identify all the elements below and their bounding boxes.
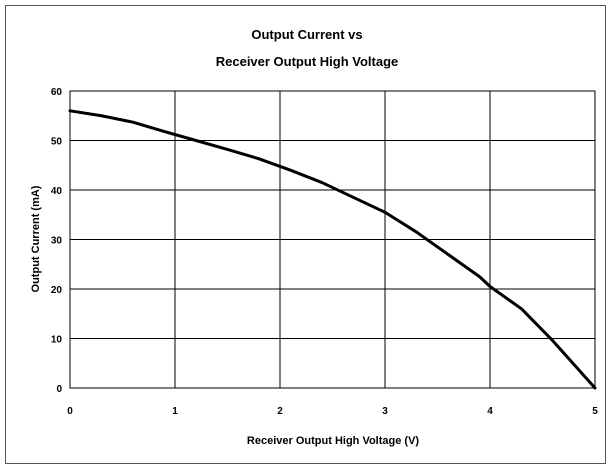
series-0-point-0 (68, 109, 72, 113)
series-0-point-10 (383, 211, 387, 214)
chart-title-line-1: Output Current vs (251, 27, 362, 42)
x-tick-label-2: 2 (277, 406, 283, 417)
series-0-point-2 (131, 120, 135, 124)
y-tick-label-5: 50 (51, 137, 63, 148)
y-tick-label-0: 0 (56, 384, 62, 395)
y-tick-label-2: 20 (51, 285, 63, 296)
x-tick-label-3: 3 (382, 406, 388, 417)
series-0-point-13 (478, 275, 481, 278)
series-layer (68, 109, 597, 390)
series-0-point-4 (194, 139, 198, 142)
y-tick-label-6: 60 (51, 87, 63, 98)
series-0-point-5 (226, 148, 229, 151)
plot-area-border (69, 90, 596, 389)
y-tick-label-1: 10 (51, 335, 63, 346)
series-0-point-6 (257, 157, 261, 161)
series-0-point-12 (446, 253, 450, 256)
chart-svg: Output Current vs Receiver Output High V… (30, 27, 598, 447)
series-0-point-9 (352, 196, 355, 199)
series-0-point-1 (100, 114, 103, 117)
series-0-point-11 (415, 230, 418, 234)
x-tick-label-0: 0 (67, 406, 73, 417)
series-0-point-8 (320, 181, 324, 184)
chart-frame: Output Current vs Receiver Output High V… (5, 5, 606, 464)
x-tick-label-5: 5 (592, 406, 598, 417)
y-tick-label-3: 30 (51, 236, 63, 247)
x-tick-label-1: 1 (172, 406, 178, 417)
y-tick-label-4: 40 (51, 186, 63, 197)
x-axis-title: Receiver Output High Voltage (V) (247, 435, 419, 447)
x-tick-label-4: 4 (487, 406, 493, 417)
y-axis-title: Output Current (mA) (30, 185, 42, 292)
series-line-0 (68, 109, 597, 390)
chart-title-line-2: Receiver Output High Voltage (216, 54, 399, 69)
grid-lines (69, 90, 596, 389)
series-0-point-3 (163, 130, 166, 133)
series-0-point-15 (520, 307, 523, 310)
series-0-point-16 (551, 339, 555, 343)
series-0-point-17 (593, 386, 597, 390)
series-0-point-7 (289, 169, 292, 172)
series-0-point-14 (488, 285, 492, 288)
